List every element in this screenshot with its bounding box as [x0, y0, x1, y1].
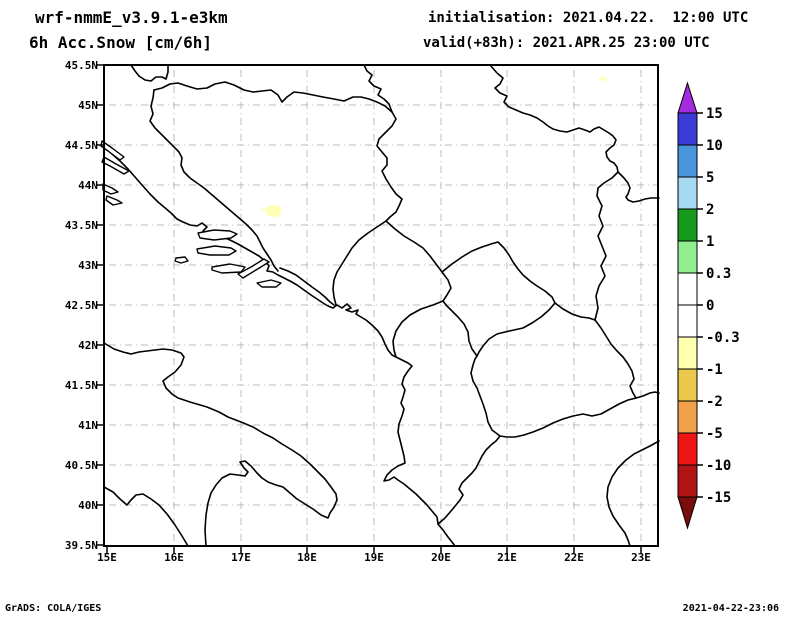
island-brac	[197, 229, 238, 241]
colorbar-segment	[677, 464, 698, 498]
colorbar-label: 10	[706, 138, 723, 154]
colorbar-segment	[677, 272, 698, 306]
axis-ticks	[97, 64, 642, 553]
border-serbia-romania	[489, 64, 619, 173]
lon-label: 23E	[631, 551, 651, 564]
lon-label: 17E	[231, 551, 251, 564]
border-kosovo-west	[442, 300, 478, 357]
colorbar-label: -10	[706, 458, 731, 474]
lon-label: 18E	[297, 551, 317, 564]
colorbar-label: 15	[706, 106, 723, 122]
grads-credit: GrADS: COLA/IGES	[5, 603, 102, 614]
colorbar-segment	[677, 240, 698, 274]
island-pag-2	[101, 156, 130, 175]
lat-label: 45N	[78, 99, 98, 112]
border-danube-croatia-serbia	[363, 64, 393, 113]
lat-label: 43N	[78, 259, 98, 272]
coast-italy-adriatic	[103, 342, 338, 547]
colorbar-arrow-top	[677, 81, 698, 114]
lat-label: 45.5N	[65, 59, 98, 72]
border-montenegro-kosovo-albania	[392, 271, 452, 358]
country-borders	[149, 64, 660, 525]
init-time-label: initialisation: 2021.04.22. 12:00 UTC	[428, 10, 749, 26]
colorbar-segment	[677, 304, 698, 338]
colorbar-label: -0.3	[706, 330, 740, 346]
border-macedonia-outline	[470, 319, 637, 438]
snow-accumulation-spot	[261, 208, 267, 212]
border-danube-east	[617, 171, 660, 203]
lat-label: 42.5N	[65, 299, 98, 312]
island-mljet	[256, 279, 282, 288]
border-kosovo-east	[441, 241, 556, 357]
colorbar-label: 0.3	[706, 266, 731, 282]
colorbar-label: 2	[706, 202, 714, 218]
model-title: wrf-nmmE_v3.9.1-e3km	[35, 8, 228, 27]
gridlines-vertical	[173, 65, 642, 546]
lat-ticks	[97, 64, 104, 546]
island-small-2	[105, 195, 123, 206]
island-peljesac	[237, 258, 270, 279]
lat-label: 42N	[78, 339, 98, 352]
coast-italy-tyrrhenian	[103, 486, 189, 547]
coastlines	[103, 64, 660, 547]
border-serbia-macedonia	[554, 302, 596, 321]
lat-label: 44.5N	[65, 139, 98, 152]
coast-aegean-thermaic	[606, 440, 660, 547]
colorbar-segment	[677, 112, 698, 146]
colorbar-label: -15	[706, 490, 731, 506]
island-vis	[174, 256, 189, 264]
border-bosnia-montenegro	[332, 220, 387, 306]
lon-label: 15E	[97, 551, 117, 564]
lon-label: 20E	[431, 551, 451, 564]
border-serbia-montenegro	[385, 220, 443, 273]
island-hvar	[196, 245, 237, 256]
border-drina-bosnia-serbia	[376, 111, 403, 222]
colorbar-label: 1	[706, 234, 714, 250]
lat-label: 44N	[78, 179, 98, 192]
snow-accumulation-spot	[599, 76, 607, 82]
border-sava-croatia-bosnia	[153, 81, 393, 113]
colorbar-segment	[677, 144, 698, 178]
colorbar-label: 5	[706, 170, 714, 186]
colorbar-label: -2	[706, 394, 723, 410]
lon-label: 22E	[564, 551, 584, 564]
lon-label: 19E	[364, 551, 384, 564]
lat-label: 41N	[78, 419, 98, 432]
map-frame	[103, 64, 659, 547]
lat-label: 40N	[78, 499, 98, 512]
colorbar-label: -5	[706, 426, 723, 442]
border-croatia-strip-dubrovnik	[279, 267, 335, 306]
gridlines-horizontal	[104, 104, 658, 506]
coast-kvarner-notch	[130, 64, 169, 82]
island-pag-1	[100, 140, 125, 161]
lon-label: 16E	[164, 551, 184, 564]
plot-timestamp: 2021-04-22-23:06	[682, 603, 779, 614]
colorbar-segment	[677, 336, 698, 370]
colorbar-segment	[677, 432, 698, 466]
colorbar-segment	[677, 176, 698, 210]
colorbar-segment	[677, 400, 698, 434]
lat-label: 41.5N	[65, 379, 98, 392]
colorbar-label: 0	[706, 298, 714, 314]
lat-label: 43.5N	[65, 219, 98, 232]
border-greece-albania	[437, 435, 501, 525]
lat-label: 40.5N	[65, 459, 98, 472]
border-greece-bulgaria	[635, 391, 660, 399]
colorbar-segment	[677, 208, 698, 242]
variable-title: 6h Acc.Snow [cm/6h]	[29, 33, 213, 52]
colorbar-label: -1	[706, 362, 723, 378]
snow-data-layer	[261, 76, 607, 217]
border-serbia-bulgaria	[594, 171, 619, 321]
colorbar-arrow-bottom	[677, 496, 698, 530]
coast-balkan-adriatic	[103, 146, 456, 547]
valid-time-label: valid(+83h): 2021.APR.25 23:00 UTC	[423, 35, 710, 51]
lon-ticks	[106, 546, 642, 553]
lon-label: 21E	[497, 551, 517, 564]
lat-label: 39.5N	[65, 539, 98, 552]
colorbar-segment	[677, 368, 698, 402]
border-croatia-bosnia-west	[149, 89, 279, 272]
snow-accumulation-spot	[266, 205, 282, 217]
